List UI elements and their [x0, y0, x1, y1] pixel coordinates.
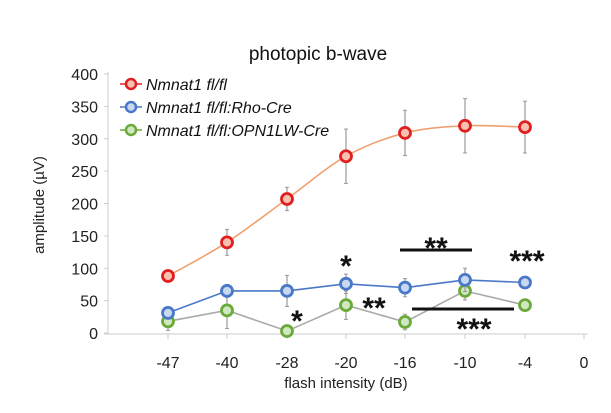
x-tick-label: -28	[275, 355, 298, 372]
x-tick-label: 0	[580, 355, 589, 372]
x-axis: -47 -40 -28 -20 -16 -10 -4 0	[104, 333, 589, 372]
y-tick-label: 250	[71, 164, 98, 181]
series-1	[161, 267, 532, 320]
svg-text:**: **	[424, 232, 448, 265]
y-axis-label: amplitude (µV)	[31, 156, 48, 254]
chart-title: photopic b-wave	[249, 44, 387, 65]
y-axis: 0 50 100 150 200 250 300 350 400	[71, 67, 109, 343]
data-point	[518, 120, 532, 134]
y-tick-label: 150	[71, 229, 98, 246]
data-point	[339, 298, 353, 313]
legend-item-rho-cre: Nmnat1 fl/fl:Rho-Cre	[120, 100, 292, 117]
y-tick-label: 50	[80, 294, 98, 311]
legend-item-opn1lw-cre: Nmnat1 fl/fl:OPN1LW-Cre	[120, 123, 329, 140]
series-0	[161, 98, 532, 283]
svg-text:Nmnat1 fl/fl:OPN1LW-Cre: Nmnat1 fl/fl:OPN1LW-Cre	[146, 123, 329, 140]
legend-item-control: Nmnat1 fl/fl	[120, 77, 227, 94]
y-tick-label: 100	[71, 261, 98, 278]
y-tick-label: 0	[89, 326, 98, 343]
data-point	[339, 276, 353, 291]
y-tick-label: 400	[71, 67, 98, 84]
svg-text:**: **	[362, 292, 386, 325]
data-point	[398, 126, 412, 140]
x-tick-label: -20	[334, 355, 357, 372]
data-point	[220, 284, 234, 298]
data-point	[458, 118, 472, 133]
svg-text:*: *	[291, 305, 303, 338]
svg-text:***: ***	[456, 313, 491, 346]
x-tick-label: -16	[393, 355, 416, 372]
data-point	[220, 235, 234, 250]
marker-icon	[124, 123, 138, 137]
legend: Nmnat1 fl/fl Nmnat1 fl/fl:Rho-Cre Nmnat1…	[120, 77, 329, 140]
marker-icon	[124, 100, 138, 114]
data-point	[518, 275, 532, 290]
data-point	[280, 324, 294, 338]
svg-text:Nmnat1 fl/fl:Rho-Cre: Nmnat1 fl/fl:Rho-Cre	[146, 100, 292, 117]
data-point	[458, 273, 472, 287]
x-tick-label: -10	[453, 355, 476, 372]
y-tick-label: 350	[71, 99, 98, 116]
data-point	[398, 280, 412, 295]
data-point	[280, 192, 294, 206]
svg-text:***: ***	[509, 245, 544, 278]
data-point	[339, 149, 353, 164]
svg-text:Nmnat1 fl/fl: Nmnat1 fl/fl	[146, 77, 227, 94]
y-tick-label: 300	[71, 132, 98, 149]
y-tick-label: 200	[71, 197, 98, 214]
svg-text:*: *	[340, 250, 352, 283]
plot-area	[161, 98, 532, 338]
x-tick-label: -4	[518, 355, 532, 372]
data-point	[518, 298, 532, 313]
significance-annotations: * * ** ** *** ***	[291, 232, 545, 346]
x-axis-label: flash intensity (dB)	[284, 375, 407, 392]
x-tick-label: -47	[156, 355, 179, 372]
x-tick-label: -40	[215, 355, 238, 372]
data-point	[161, 269, 175, 283]
data-point	[220, 303, 234, 318]
marker-icon	[124, 77, 138, 91]
data-point	[398, 315, 412, 329]
data-point	[161, 306, 175, 320]
data-point	[280, 284, 294, 298]
